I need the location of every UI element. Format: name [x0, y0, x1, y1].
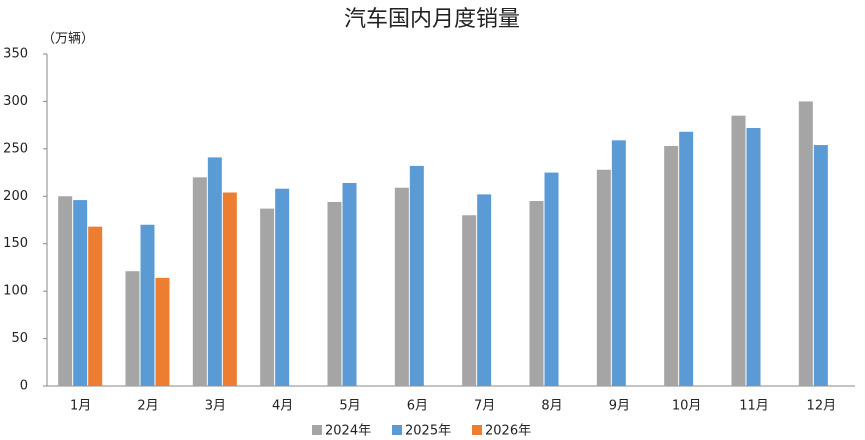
y-tick-label: 250 [3, 141, 28, 156]
bar [73, 200, 88, 386]
bar [58, 196, 73, 386]
bar [679, 131, 694, 386]
bar [155, 277, 170, 386]
bar [394, 187, 409, 386]
bar [664, 146, 679, 386]
x-tick-label: 11月 [739, 399, 769, 414]
legend-label: 2024年 [325, 424, 371, 439]
x-tick-label: 7月 [474, 399, 495, 414]
bar [813, 145, 828, 386]
x-tick-label: 3月 [205, 399, 226, 414]
x-tick-label: 12月 [807, 399, 837, 414]
x-tick-label: 4月 [272, 399, 293, 414]
bar [544, 172, 559, 386]
bar [409, 165, 424, 386]
bar [596, 169, 611, 386]
bar [327, 201, 342, 386]
chart-title: 汽车国内月度销量 [344, 7, 520, 32]
y-tick-label: 0 [20, 379, 28, 394]
y-tick-label: 350 [3, 47, 28, 62]
bar [207, 157, 222, 386]
bar [731, 115, 746, 387]
y-tick-label: 50 [11, 331, 28, 346]
bar [222, 192, 237, 386]
legend-swatch [392, 425, 402, 435]
x-tick-label: 10月 [672, 399, 702, 414]
bar [746, 127, 761, 386]
bar [275, 188, 290, 386]
y-tick-label: 100 [3, 284, 28, 299]
y-tick-label: 150 [3, 236, 28, 251]
x-tick-label: 5月 [339, 399, 360, 414]
legend-swatch [472, 425, 482, 435]
y-tick-label: 300 [3, 94, 28, 109]
y-tick-label: 200 [3, 189, 28, 204]
bar [477, 194, 492, 386]
bar [192, 177, 207, 386]
legend-swatch [312, 425, 322, 435]
bar [798, 101, 813, 386]
x-tick-label: 9月 [609, 399, 630, 414]
x-tick-label: 6月 [407, 399, 428, 414]
bar [125, 271, 140, 386]
bar [260, 208, 275, 386]
x-tick-label: 1月 [70, 399, 91, 414]
legend-label: 2025年 [405, 424, 451, 439]
legend-label: 2026年 [485, 424, 531, 439]
bar [342, 183, 357, 386]
x-tick-label: 8月 [541, 399, 562, 414]
bar [88, 226, 103, 386]
bar [611, 140, 626, 386]
y-axis-label: （万辆） [42, 32, 94, 47]
x-tick-label: 2月 [137, 399, 158, 414]
bar [529, 201, 544, 386]
bar [140, 224, 155, 386]
bar [462, 215, 477, 386]
